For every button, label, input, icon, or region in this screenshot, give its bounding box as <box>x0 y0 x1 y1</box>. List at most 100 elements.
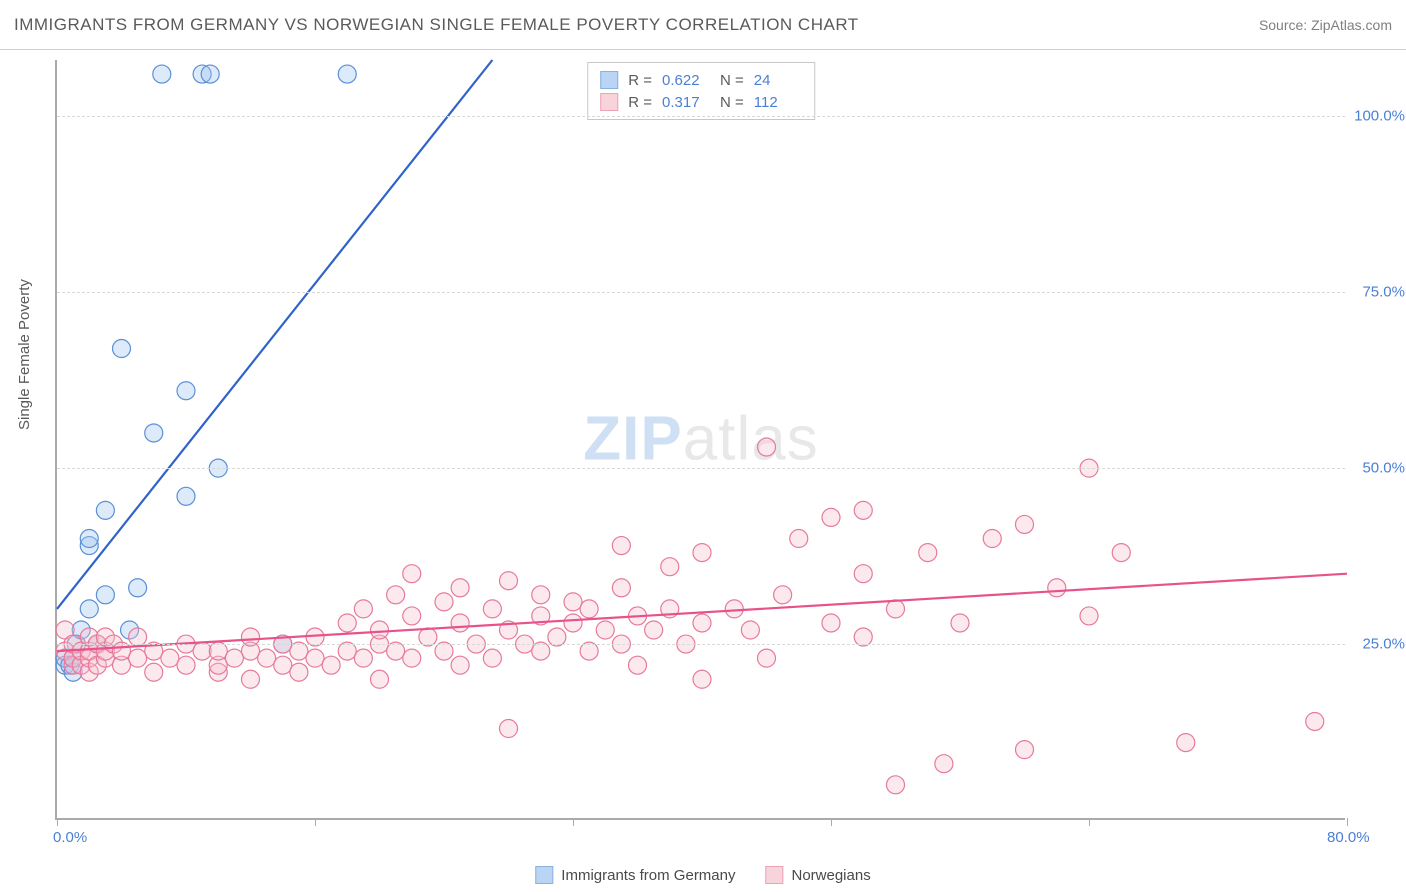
data-point-norwegians <box>435 593 453 611</box>
data-point-norwegians <box>483 649 501 667</box>
r-label: R = <box>628 72 652 89</box>
r-value-norwegians: 0.317 <box>662 94 710 111</box>
data-point-norwegians <box>322 656 340 674</box>
data-point-germany <box>80 530 98 548</box>
data-point-norwegians <box>758 649 776 667</box>
n-label: N = <box>720 94 744 111</box>
legend-swatch-germany <box>535 866 553 884</box>
data-point-norwegians <box>887 600 905 618</box>
data-point-norwegians <box>1306 712 1324 730</box>
trend-line-germany <box>57 60 492 609</box>
data-point-norwegians <box>258 649 276 667</box>
gridline-h <box>57 292 1345 293</box>
x-tick <box>315 818 316 826</box>
svg-layer <box>57 60 1347 820</box>
data-point-norwegians <box>693 614 711 632</box>
source-label: Source: <box>1259 17 1311 33</box>
data-point-norwegians <box>274 656 292 674</box>
data-point-norwegians <box>451 579 469 597</box>
legend-stat-row-germany: R = 0.622 N = 24 <box>600 69 802 91</box>
data-point-norwegians <box>451 656 469 674</box>
y-tick-label: 75.0% <box>1362 284 1405 301</box>
plot-area: ZIPatlas R =0.622N =24R =0.317N =112 25.… <box>55 60 1345 820</box>
legend-stat-row-norwegians: R = 0.317 N = 112 <box>600 91 802 113</box>
y-tick-label: 25.0% <box>1362 636 1405 653</box>
data-point-norwegians <box>951 614 969 632</box>
source-attribution: Source: ZipAtlas.com <box>1259 17 1392 33</box>
n-value-germany: 24 <box>754 72 802 89</box>
data-point-norwegians <box>371 670 389 688</box>
data-point-norwegians <box>822 614 840 632</box>
x-tick-label: 0.0% <box>53 829 87 846</box>
data-point-germany <box>113 340 131 358</box>
data-point-norwegians <box>790 530 808 548</box>
x-tick <box>57 818 58 826</box>
gridline-h <box>57 468 1345 469</box>
data-point-norwegians <box>1177 734 1195 752</box>
n-value-norwegians: 112 <box>754 94 802 111</box>
data-point-norwegians <box>161 649 179 667</box>
data-point-norwegians <box>129 649 147 667</box>
data-point-norwegians <box>564 614 582 632</box>
y-tick-label: 100.0% <box>1354 108 1405 125</box>
data-point-germany <box>338 65 356 83</box>
chart-container: IMMIGRANTS FROM GERMANY VS NORWEGIAN SIN… <box>0 0 1406 892</box>
data-point-norwegians <box>242 670 260 688</box>
data-point-norwegians <box>854 501 872 519</box>
n-label: N = <box>720 72 744 89</box>
data-point-norwegians <box>983 530 1001 548</box>
data-point-germany <box>145 424 163 442</box>
data-point-germany <box>96 586 114 604</box>
data-point-norwegians <box>887 776 905 794</box>
data-point-norwegians <box>1016 741 1034 759</box>
data-point-norwegians <box>741 621 759 639</box>
data-point-norwegians <box>483 600 501 618</box>
data-point-norwegians <box>1048 579 1066 597</box>
data-point-norwegians <box>612 537 630 555</box>
data-point-germany <box>177 487 195 505</box>
data-point-norwegians <box>919 544 937 562</box>
legend-correlation: R = 0.622 N = 24 R = 0.317 N = 112 <box>587 62 815 120</box>
data-point-norwegians <box>500 572 518 590</box>
source-value: ZipAtlas.com <box>1311 17 1392 33</box>
data-point-norwegians <box>403 565 421 583</box>
data-point-norwegians <box>564 593 582 611</box>
x-tick-label: 80.0% <box>1327 829 1370 846</box>
legend-item-norwegians: Norwegians <box>765 866 870 884</box>
data-point-norwegians <box>290 663 308 681</box>
data-point-norwegians <box>145 663 163 681</box>
data-point-norwegians <box>371 621 389 639</box>
data-point-norwegians <box>612 579 630 597</box>
legend-item-germany: Immigrants from Germany <box>535 866 735 884</box>
data-point-norwegians <box>580 600 598 618</box>
data-point-norwegians <box>338 614 356 632</box>
data-point-norwegians <box>1080 607 1098 625</box>
data-point-norwegians <box>403 607 421 625</box>
data-point-germany <box>201 65 219 83</box>
data-point-norwegians <box>774 586 792 604</box>
x-tick <box>1347 818 1348 826</box>
legend-label-germany: Immigrants from Germany <box>561 867 735 884</box>
data-point-germany <box>153 65 171 83</box>
legend-swatch-germany <box>600 71 618 89</box>
x-tick <box>831 818 832 826</box>
data-point-norwegians <box>177 656 195 674</box>
data-point-norwegians <box>1112 544 1130 562</box>
data-point-norwegians <box>225 649 243 667</box>
x-tick <box>1089 818 1090 826</box>
data-point-norwegians <box>854 565 872 583</box>
r-value-germany: 0.622 <box>662 72 710 89</box>
header: IMMIGRANTS FROM GERMANY VS NORWEGIAN SIN… <box>0 0 1406 50</box>
r-label: R = <box>628 94 652 111</box>
gridline-h <box>57 116 1345 117</box>
data-point-norwegians <box>758 438 776 456</box>
data-point-norwegians <box>693 670 711 688</box>
data-point-norwegians <box>693 544 711 562</box>
legend-swatch-norwegians <box>600 93 618 111</box>
data-point-norwegians <box>596 621 614 639</box>
data-point-norwegians <box>354 600 372 618</box>
data-point-norwegians <box>451 614 469 632</box>
data-point-norwegians <box>387 586 405 604</box>
data-point-norwegians <box>935 755 953 773</box>
legend-series: Immigrants from Germany Norwegians <box>535 866 870 884</box>
